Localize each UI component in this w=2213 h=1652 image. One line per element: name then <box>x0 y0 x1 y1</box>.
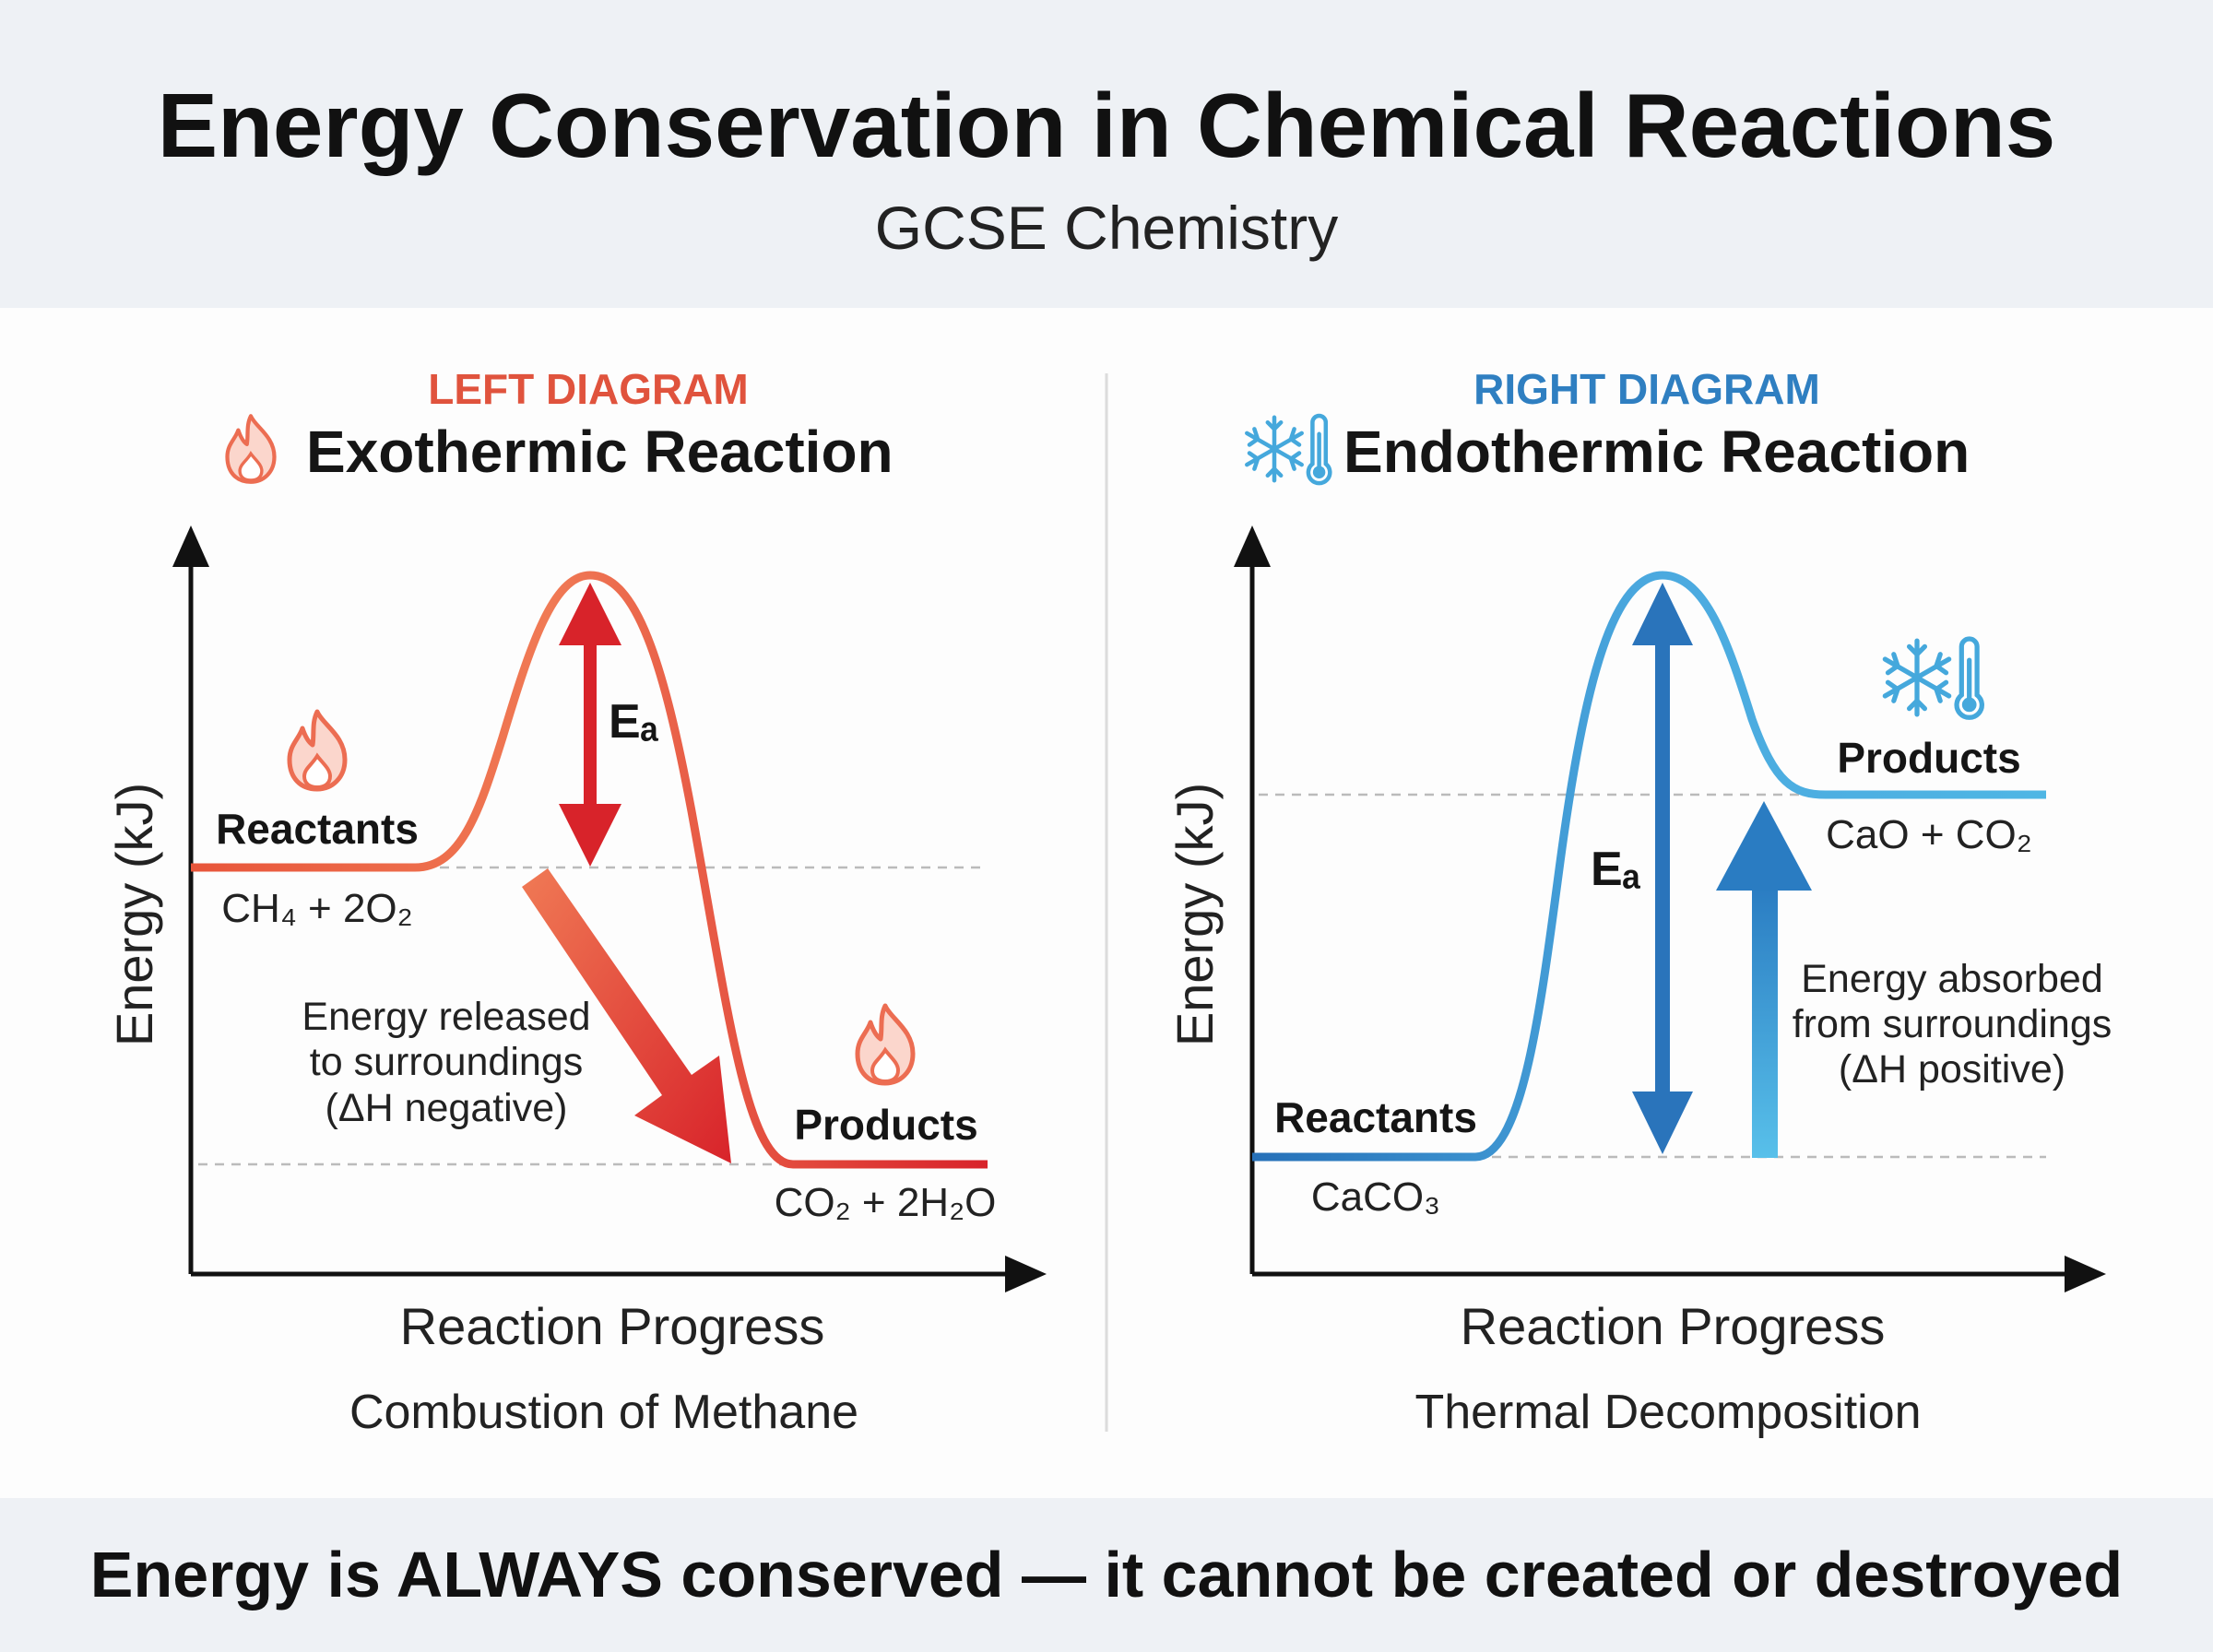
products-label: Products <box>1837 734 2020 782</box>
products-formula: CO₂ + 2H₂O <box>775 1180 997 1225</box>
x-axis-label: Reaction Progress <box>1461 1297 1886 1355</box>
endothermic-panel: RIGHT DIAGRAM Endothermic Reaction Energ… <box>1166 365 2112 1439</box>
snowflake-thermometer-icon <box>1885 639 1982 717</box>
footer-band <box>0 1498 2213 1652</box>
activation-energy-arrow <box>1632 583 1693 1154</box>
exothermic-panel: LEFT DIAGRAM Exothermic Reaction Energy … <box>105 365 1047 1439</box>
energy-absorbed-arrow <box>1716 801 1812 1158</box>
page-subtitle: GCSE Chemistry <box>875 194 1338 262</box>
products-formula: CaO + CO₂ <box>1826 812 2032 857</box>
page-title: Energy Conservation in Chemical Reaction… <box>158 75 2056 176</box>
note-line: (ΔH positive) <box>1839 1047 2065 1092</box>
endothermic-title: Endothermic Reaction <box>1343 419 1970 485</box>
diagram-caption: Thermal Decomposition <box>1414 1386 1921 1439</box>
left-diagram-tag: LEFT DIAGRAM <box>428 365 749 413</box>
y-axis-label: Energy (kJ) <box>105 783 163 1046</box>
exothermic-title: Exothermic Reaction <box>306 419 893 485</box>
x-axis-label: Reaction Progress <box>400 1297 825 1355</box>
note-line: from surroundings <box>1793 1002 2112 1046</box>
y-axis-label: Energy (kJ) <box>1166 783 1224 1046</box>
energy-profile-curve <box>191 571 988 1169</box>
reactants-label: Reactants <box>1274 1093 1477 1141</box>
right-diagram-tag: RIGHT DIAGRAM <box>1473 365 1820 413</box>
reactants-label: Reactants <box>216 805 419 853</box>
flame-icon <box>858 1006 913 1083</box>
energy-profile-curve <box>1252 571 2046 1162</box>
note-line: Energy absorbed <box>1801 957 2103 1001</box>
reactants-formula: CH₄ + 2O₂ <box>221 886 412 931</box>
products-label: Products <box>794 1101 977 1149</box>
activation-energy-label: Eₐ <box>1591 843 1641 896</box>
flame-icon <box>228 416 275 481</box>
footer-statement: Energy is ALWAYS conserved — it cannot b… <box>90 1539 2123 1611</box>
note-line: Energy released <box>302 995 590 1039</box>
energy-released-arrow <box>522 868 731 1163</box>
reactants-formula: CaCO₃ <box>1311 1174 1440 1220</box>
diagram-caption: Combustion of Methane <box>349 1386 858 1439</box>
snowflake-thermometer-icon <box>1247 416 1330 483</box>
note-line: to surroundings <box>310 1040 583 1084</box>
flame-icon <box>290 712 345 789</box>
note-line: (ΔH negative) <box>325 1086 568 1130</box>
activation-energy-arrow <box>559 583 621 867</box>
activation-energy-label: Eₐ <box>609 695 659 749</box>
header-band <box>0 0 2213 308</box>
